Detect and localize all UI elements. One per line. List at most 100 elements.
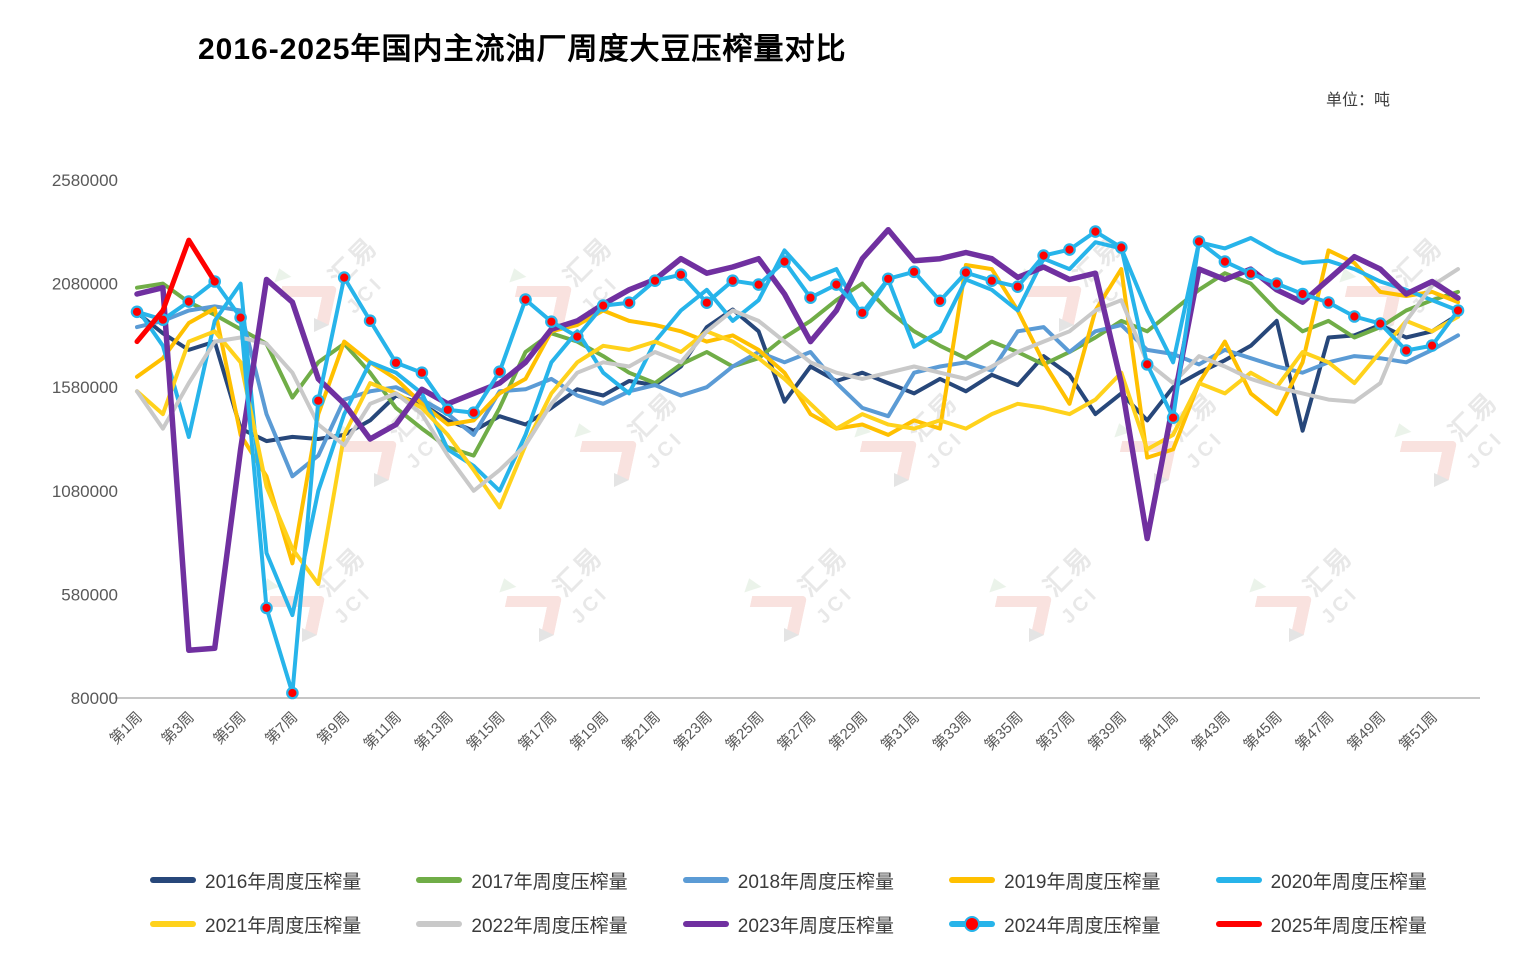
series-marker-2024 [1296,287,1309,301]
legend-label-2020: 2020年周度压榨量 [1270,871,1427,893]
legend-item-2021[interactable]: 2021年周度压榨量 [150,902,416,946]
series-marker-2024 [1063,243,1076,256]
x-axis-tick-label: 第3周 [158,708,198,748]
series-marker-2024 [752,278,765,291]
y-axis-tick-label: 2080000 [52,275,118,294]
legend-swatch-2019 [949,877,996,883]
x-axis-tick-label: 第7周 [261,708,301,748]
series-marker-2024 [778,255,791,268]
legend-item-2017[interactable]: 2017年周度压榨量 [416,858,682,902]
series-line-2020 [135,236,1460,618]
x-axis-tick-label: 第17周 [515,708,561,754]
series-marker-2024 [596,299,610,312]
x-axis-tick-label: 第25周 [722,708,768,754]
legend-item-2023[interactable]: 2023年周度压榨量 [682,902,949,946]
series-marker-2024 [1425,339,1439,352]
legend-label-2018: 2018年周度压榨量 [737,871,895,893]
series-marker-2024 [855,306,869,320]
legend-item-2016[interactable]: 2016年周度压榨量 [150,858,416,902]
x-axis-tick-label: 第31周 [877,708,923,754]
legend-swatch-2022 [416,921,463,927]
y-axis-tick-label: 2580000 [52,171,118,190]
series-marker-2024 [311,394,325,407]
legend-item-2024[interactable]: 2024年周度压榨量 [949,902,1215,946]
legend-label-2016: 2016年周度压榨量 [205,871,362,893]
x-axis-tick-label: 第15周 [463,708,509,754]
series-marker-2024 [700,296,714,309]
unit-label: 单位：吨 [1326,92,1391,109]
series-marker-2024 [1322,296,1335,309]
y-axis-tick-label: 580000 [61,585,118,604]
x-axis-tick-label: 第47周 [1292,708,1338,754]
series-marker-2024 [182,295,196,308]
legend-label-2021: 2021年周度压榨量 [205,915,362,937]
legend-label-2025: 2025年周度压榨量 [1270,915,1427,937]
series-marker-2024 [1166,411,1180,424]
series-marker-2024 [519,293,532,306]
series-marker-2024 [130,305,144,319]
series-marker-2024 [545,315,558,328]
legend-item-2022[interactable]: 2022年周度压榨量 [416,902,682,946]
series-marker-2024 [881,272,895,286]
legend-label-2017: 2017年周度压榨量 [471,871,628,893]
series-marker-2024 [260,601,273,615]
x-axis-tick-label: 第33周 [929,708,975,754]
series-marker-2024 [804,291,817,304]
series-marker-2024 [234,311,247,324]
series-marker-2024 [985,274,999,287]
series-marker-2024 [389,356,403,370]
series-line-2022 [135,267,1460,493]
x-axis-tick-label: 第11周 [360,708,405,753]
series-marker-2024 [1089,225,1102,238]
x-axis-tick-label: 第45周 [1240,708,1286,754]
legend-swatch-2017 [416,877,463,883]
series-marker-2024 [363,314,377,327]
series-marker-2024 [1218,255,1232,268]
series-marker-2024 [830,278,843,291]
legend-swatch-2023 [682,921,729,927]
legend-item-2025[interactable]: 2025年周度压榨量 [1215,902,1482,946]
legend-swatch-2024 [949,916,996,932]
series-marker-2024 [493,365,506,378]
series-marker-2024 [337,271,351,284]
legend-marker-dot-icon [964,916,981,932]
series-marker-2024 [286,686,299,700]
x-axis-tick-label: 第29周 [825,708,871,754]
series-marker-2024 [726,274,739,287]
legend-swatch-2018 [682,877,729,883]
x-axis-tick-label: 第49周 [1343,708,1389,754]
series-marker-2024 [1399,344,1413,357]
x-axis-tick-label: 第23周 [670,708,716,754]
x-axis-tick-label: 第43周 [1188,708,1234,754]
legend-item-2018[interactable]: 2018年周度压榨量 [682,858,949,902]
series-marker-2024 [570,330,584,343]
x-axis-tick-label: 第35周 [981,708,1027,754]
series-line-2021 [135,314,1460,586]
x-axis-tick-label: 第5周 [210,708,250,748]
series-marker-2024 [959,266,973,279]
series-marker-2024 [1374,317,1387,330]
x-axis-tick-label: 第1周 [106,708,146,748]
y-axis-tick-label: 80000 [71,689,118,708]
legend-label-2024: 2024年周度压榨量 [1004,915,1161,937]
x-axis-tick-label: 第27周 [774,708,820,754]
legend-item-2019[interactable]: 2019年周度压榨量 [949,858,1215,902]
series-marker-2024 [441,403,455,417]
series-line-2019 [135,248,1460,566]
chart-canvas: 80000 580000 1080000 1580000 2080000 2580000 第… [52,171,1480,754]
series-marker-2024 [415,366,429,379]
series-marker-2024 [648,274,662,287]
series-marker-2024 [467,406,480,419]
series-marker-2024 [1451,304,1465,317]
series-line-2023 [134,226,1461,654]
legend-label-2022: 2022年周度压榨量 [471,915,628,937]
x-axis-tick-label: 第51周 [1395,708,1441,754]
series-marker-2024 [1244,267,1258,280]
legend-swatch-2021 [150,921,196,927]
x-axis-tick-label: 第21周 [618,708,664,754]
series-marker-2024 [1037,249,1050,262]
legend-item-2020[interactable]: 2020年周度压榨量 [1215,858,1482,902]
series-line-2025 [134,237,218,345]
series-marker-2024 [1115,241,1128,254]
